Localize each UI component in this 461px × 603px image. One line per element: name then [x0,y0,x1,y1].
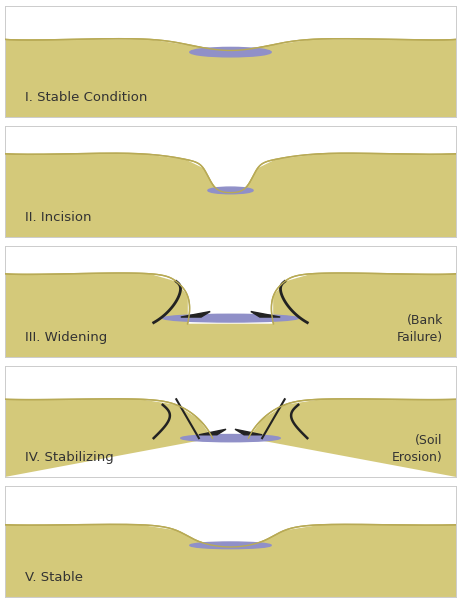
Polygon shape [5,154,456,237]
Polygon shape [181,312,210,317]
Ellipse shape [181,435,280,442]
Ellipse shape [208,187,253,194]
Text: I. Stable Condition: I. Stable Condition [25,91,148,104]
Polygon shape [5,39,456,117]
Polygon shape [5,399,213,477]
Polygon shape [273,282,307,315]
Ellipse shape [190,542,271,549]
Polygon shape [5,525,456,597]
Ellipse shape [163,314,298,322]
Ellipse shape [190,48,271,57]
Polygon shape [248,399,456,477]
Polygon shape [251,312,280,317]
Polygon shape [235,429,262,435]
Polygon shape [199,429,226,435]
Text: (Soil
Erosion): (Soil Erosion) [392,434,443,464]
Polygon shape [5,274,456,357]
Text: V. Stable: V. Stable [25,570,83,584]
Text: IV. Stabilizing: IV. Stabilizing [25,450,114,464]
Text: II. Incision: II. Incision [25,210,91,224]
Polygon shape [154,282,188,315]
Text: (Bank
Failure): (Bank Failure) [397,314,443,344]
Text: III. Widening: III. Widening [25,330,107,344]
